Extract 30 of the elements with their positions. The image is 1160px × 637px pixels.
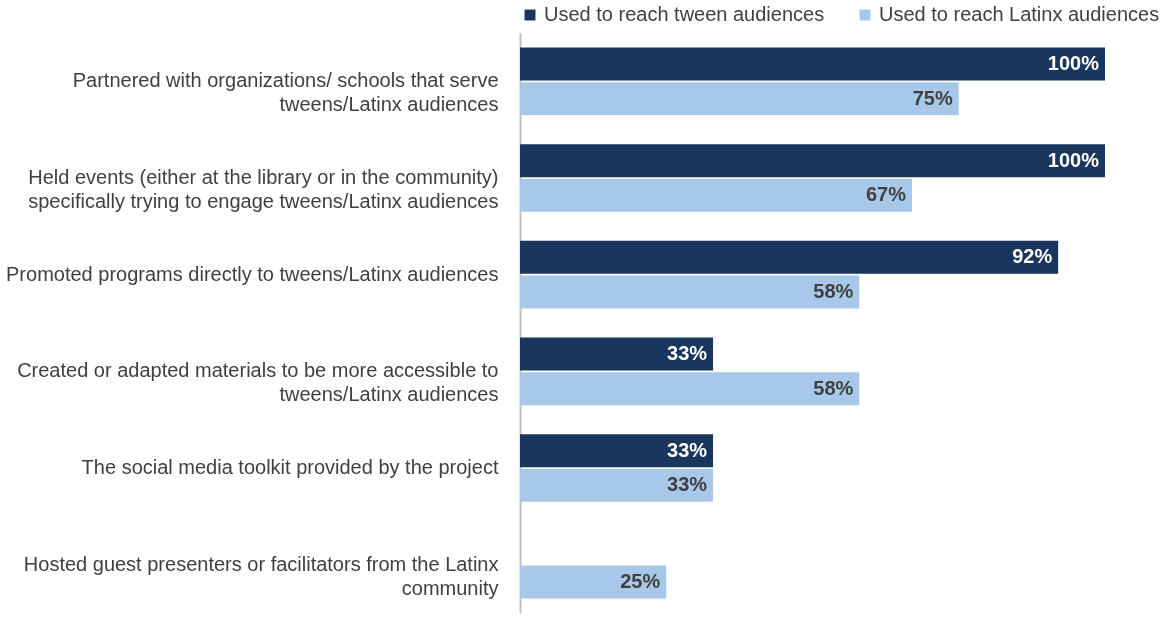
data-label: 100% — [1047, 148, 1100, 171]
data-label: 58% — [813, 376, 854, 399]
bar — [520, 337, 714, 371]
data-label: 92% — [1012, 245, 1053, 268]
data-label: 100% — [1047, 51, 1100, 74]
data-label: 67% — [865, 183, 907, 206]
bar — [520, 178, 912, 212]
data-label: 25% — [620, 570, 661, 593]
legend-label: Used to reach tween audiences — [544, 3, 825, 25]
data-label: 75% — [912, 86, 953, 109]
y-tick-label: Partnered with organizations/ schools that serve tweens/Latinx audiences — [72, 69, 499, 116]
y-tick-label: Hosted guest presenters or facilitators from the Latinx community — [23, 552, 499, 599]
bar — [520, 372, 860, 406]
y-tick-label: Held events (either at the library or in the community) specifically trying to engage tweens/Latinx audiences — [28, 166, 499, 212]
data-label: 33% — [667, 341, 708, 364]
y-tick-label: Promoted programs directly to tweens/Latinx audiences — [6, 262, 499, 285]
data-label: 33% — [667, 473, 708, 496]
bar — [520, 275, 860, 309]
bar — [520, 82, 959, 116]
bar — [520, 565, 667, 599]
legend-label: Used to reach Latinx audiences — [879, 3, 1160, 25]
data-label: 33% — [667, 438, 708, 461]
y-tick-label: The social media toolkit provided by the project — [81, 456, 499, 478]
bar — [520, 47, 1105, 81]
bar — [520, 434, 714, 468]
y-tick-label: Created or adapted materials to be more accessible to tweens/Latinx audiences — [17, 359, 499, 406]
bar — [520, 468, 714, 502]
bar — [520, 144, 1105, 178]
bar — [520, 240, 1059, 274]
data-label: 58% — [813, 280, 854, 303]
